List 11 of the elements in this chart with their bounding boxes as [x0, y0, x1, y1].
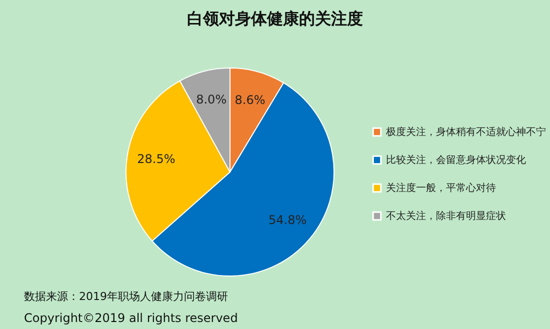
data-label: 8.6% [234, 92, 266, 107]
data-label: 28.5% [137, 152, 176, 166]
legend-label: 不太关注，除非有明显症状 [386, 210, 506, 222]
legend-label: 关注度一般，平常心对待 [386, 182, 496, 194]
data-label: 54.8% [268, 212, 307, 227]
chart-title: 白领对身体健康的关注度 [187, 9, 363, 28]
source-note: 数据来源：2019年职场人健康力问卷调研 [24, 290, 228, 303]
legend-label: 比较关注，会留意身体状况变化 [386, 154, 526, 166]
text: Copyright©2019 all rights reserved [24, 311, 238, 325]
data-label: 8.0% [196, 92, 227, 106]
legend-label: 极度关注，身体稍有不适就心神不宁 [385, 126, 546, 138]
